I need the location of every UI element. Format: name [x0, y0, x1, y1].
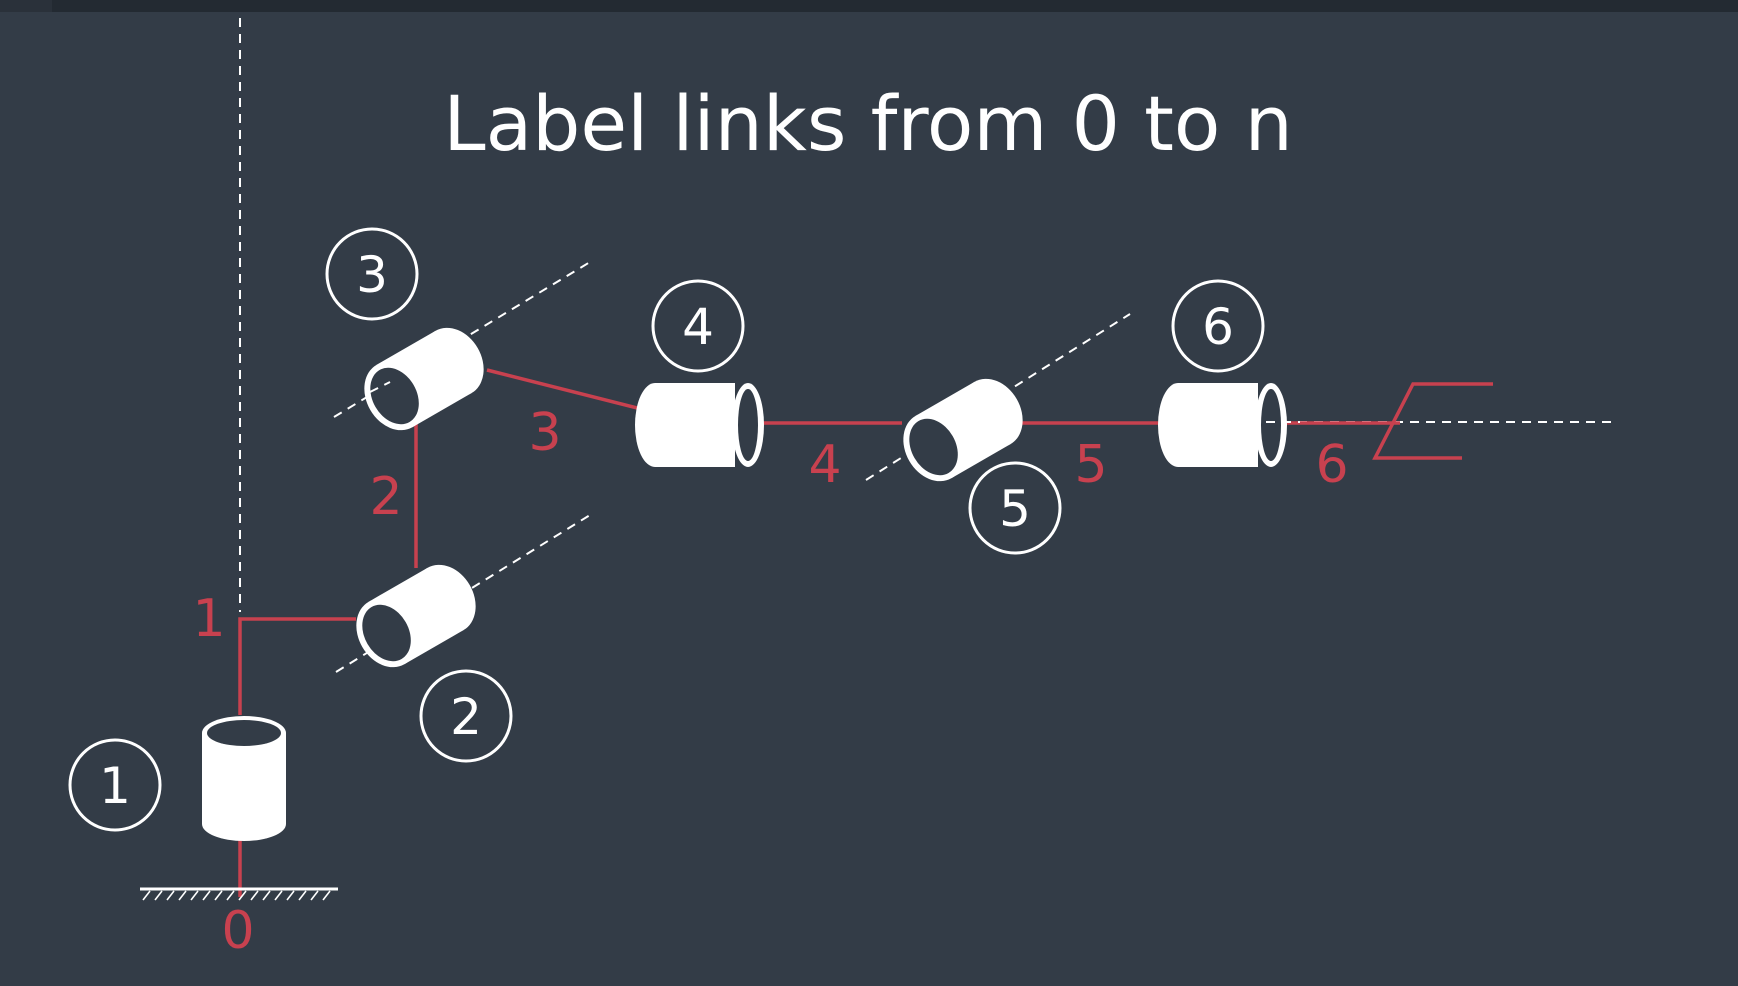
- cylinder-vertical-icon: [202, 716, 286, 841]
- cylinder-horizontal-icon: [635, 383, 764, 467]
- link-5-label: 5: [1074, 435, 1107, 495]
- link-6-label: 6: [1315, 435, 1348, 495]
- joint-1-circle: [68, 738, 162, 832]
- joint-2-circle: [419, 669, 513, 763]
- top-bar-accent: [0, 0, 52, 12]
- diagram-slide: Label links from 0 to n: [0, 12, 1738, 986]
- link-1-segment: [238, 617, 356, 715]
- ground-base-icon: [140, 887, 338, 901]
- robot-arm-diagram: Label links from 0 to n: [68, 18, 1612, 961]
- joint-6-circle: [1171, 279, 1265, 373]
- link-0-label: 0: [221, 901, 254, 961]
- joint-2-label: 2: [450, 688, 482, 746]
- joint-4-circle: [651, 279, 745, 373]
- joint-6-label: 6: [1202, 298, 1234, 356]
- page-title: Label links from 0 to n: [443, 79, 1293, 168]
- joint-3-circle: [325, 227, 419, 321]
- link-2-label: 2: [369, 467, 402, 527]
- joint-5-label: 5: [999, 480, 1031, 538]
- joint-1-label: 1: [99, 757, 131, 815]
- cylinder-horizontal-icon: [1158, 383, 1287, 467]
- link-1-label: 1: [192, 589, 225, 649]
- gripper-icon: [1372, 382, 1493, 460]
- joint-circles: [68, 227, 1265, 832]
- cylinder-revolute-icon: [356, 564, 476, 668]
- cylinder-revolute-icon: [364, 327, 484, 431]
- links: [238, 368, 1400, 897]
- joint-5-circle: [968, 461, 1062, 555]
- joint-3-label: 3: [356, 246, 388, 304]
- link-3-label: 3: [528, 403, 561, 463]
- top-bar: [0, 0, 1738, 12]
- link-3-segment: [486, 368, 646, 412]
- cylinder-revolute-icon: [903, 378, 1023, 482]
- joint-4-label: 4: [682, 298, 714, 356]
- link-4-label: 4: [808, 435, 841, 495]
- axis-overlays: [369, 381, 1300, 423]
- link-labels: 0 1 2 3 4 5 6: [192, 403, 1348, 961]
